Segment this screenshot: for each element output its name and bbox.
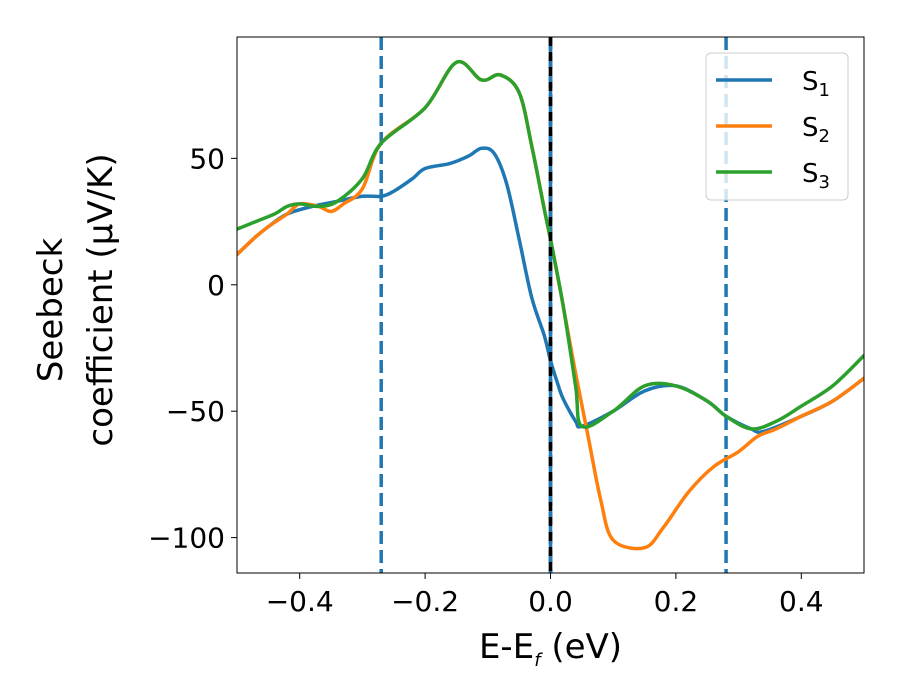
x-axis-title: E-Ef (eV) xyxy=(479,627,622,671)
x-axis-title-subscript: f xyxy=(534,650,543,671)
y-axis-title: Seebeck coefficient (μV/K) xyxy=(31,153,121,446)
y-tick-label: −50 xyxy=(166,395,225,428)
x-tick-label: 0.0 xyxy=(528,585,573,618)
vertical-lines-layer xyxy=(379,37,728,573)
legend-label-s2: S2 xyxy=(802,113,830,147)
y-axis-title-line2: coefficient (μV/K) xyxy=(81,153,121,446)
series-line-s3 xyxy=(237,59,864,431)
legend-label-s1: S1 xyxy=(802,67,830,101)
x-axis-title-main: E-E xyxy=(479,627,534,667)
series-layer xyxy=(237,59,864,551)
y-ticks-layer: −100 −50 0 50 xyxy=(148,142,237,555)
legend: S1 S2 S3 xyxy=(705,52,849,201)
x-tick-label: −0.4 xyxy=(266,585,334,618)
y-tick-label: 50 xyxy=(189,142,225,175)
legend-label-s3: S3 xyxy=(802,159,830,193)
x-tick-label: −0.2 xyxy=(391,585,459,618)
legend-box xyxy=(705,52,849,201)
y-tick-label: 0 xyxy=(207,269,225,302)
x-ticks-layer: −0.4 −0.2 0.0 0.2 0.4 xyxy=(266,573,824,618)
x-tick-label: 0.4 xyxy=(779,585,824,618)
y-tick-label: −100 xyxy=(148,522,225,555)
y-axis-title-line1: Seebeck xyxy=(31,238,71,383)
x-axis-title-unit: (eV) xyxy=(541,627,623,667)
x-tick-label: 0.2 xyxy=(654,585,699,618)
